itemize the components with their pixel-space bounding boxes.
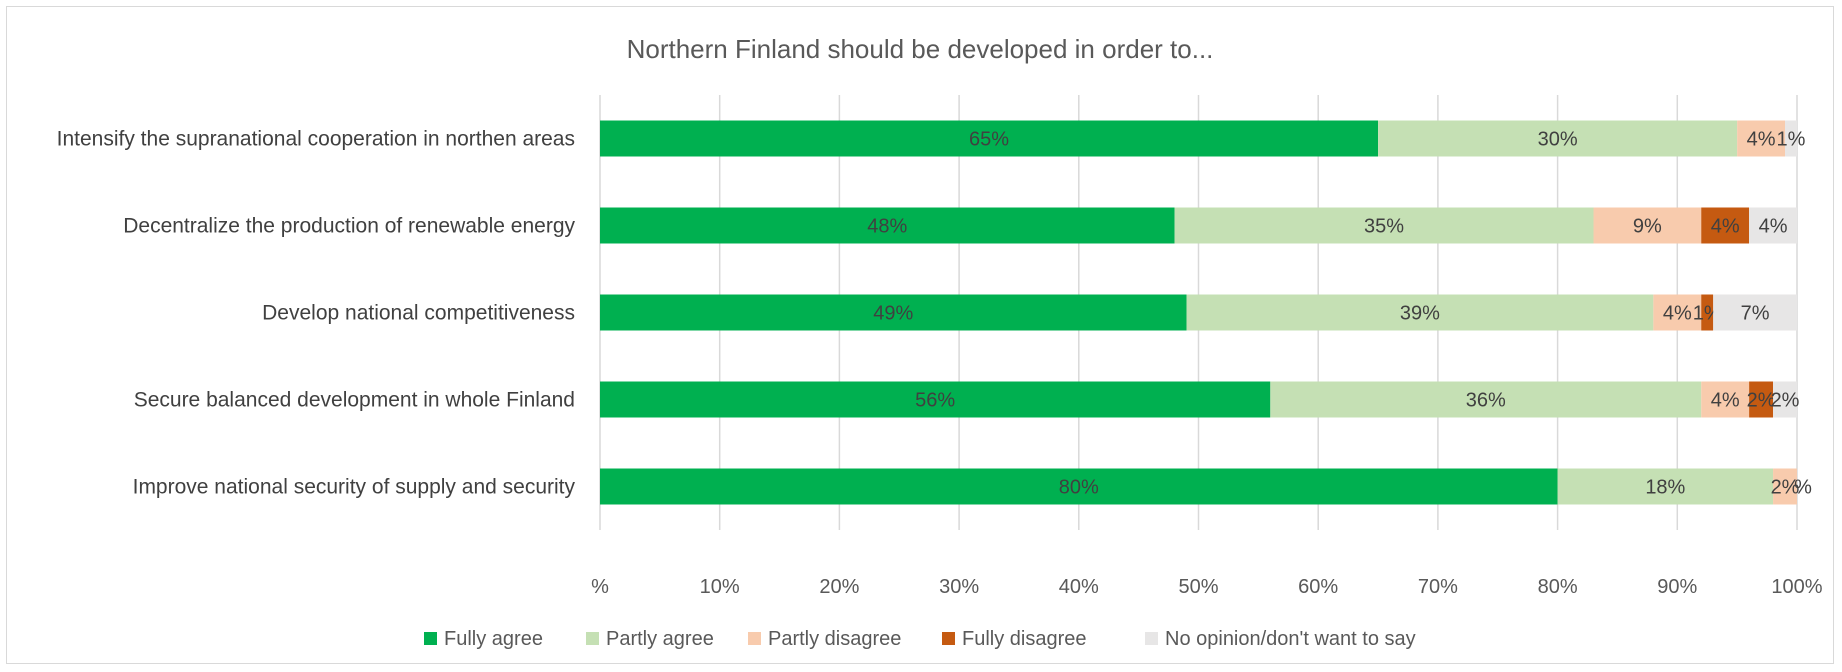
bar-segment [1593,207,1702,244]
legend-entry: Partly agree [606,628,714,650]
data-label: 36% [1466,390,1506,412]
bars: 65% 30% 4% 1%48% 35% 9% 4% 4%49% 39% 4% 1% 7%56% 36%… [600,120,1812,505]
data-label: 49% [873,303,913,325]
data-label: 4% [1759,216,1788,238]
bar-segment [600,381,1271,418]
category-label: Secure balanced development in whole Fin… [134,389,575,412]
data-label: 2% [1771,477,1800,499]
bar-segment [1378,120,1738,157]
data-label: 4% [1711,390,1740,412]
data-label: 4% [1747,129,1776,151]
x-tick-label: % [591,576,609,598]
bar-segment [1773,381,1797,418]
bar-segment [1701,207,1750,244]
legend-swatch [1145,632,1158,645]
bar-segment [1713,294,1797,331]
bar-segment [1186,294,1654,331]
category-label: Improve national security of supply and … [133,476,576,499]
legend-entry: No opinion/don't want to say [1165,628,1416,650]
category-label: Develop national competitiveness [262,302,575,325]
x-tick-label: 10% [700,576,740,598]
data-label: 48% [867,216,907,238]
data-label: 4% [1711,216,1740,238]
bar-segment [1701,381,1750,418]
x-tick-label: 40% [1059,576,1099,598]
legend-swatch [424,632,437,645]
bar-segment [1557,468,1774,505]
bar-segment [600,468,1558,505]
legend-swatch [586,632,599,645]
x-tick-label: 20% [819,576,859,598]
legend-entry: Fully agree [444,628,543,650]
x-tick-label: 90% [1657,576,1697,598]
data-label: 39% [1400,303,1440,325]
data-label: 2% [1747,390,1776,412]
category-label: Intensify the supranational cooperation … [57,128,575,151]
bar-segment [600,294,1187,331]
chart-title: Northern Finland should be developed in … [627,34,1214,64]
data-label: 2% [1771,390,1800,412]
data-label: 56% [915,390,955,412]
data-label: 4% [1663,303,1692,325]
data-label: 7% [1741,303,1770,325]
x-tick-label: 80% [1538,576,1578,598]
chart-frame [6,6,1834,664]
data-label: 65% [969,129,1009,151]
x-tick-label: 60% [1298,576,1338,598]
bar-segment [1749,207,1797,244]
bar-segment [1773,468,1797,505]
data-label: % [1794,477,1812,499]
bar-segment [600,120,1379,157]
x-tick-label: 50% [1178,576,1218,598]
category-labels: Intensify the supranational cooperation … [57,128,576,499]
x-tick-label: 30% [939,576,979,598]
data-label: 1% [1777,129,1806,151]
category-label: Decentralize the production of renewable… [123,215,575,238]
data-label: 18% [1645,477,1685,499]
x-tick-label: 100% [1771,576,1822,598]
bar-segment [1749,381,1774,418]
bar-segment [1653,294,1702,331]
x-tick-label: 70% [1418,576,1458,598]
bar-segment [600,207,1175,244]
legend-entry: Partly disagree [768,628,901,650]
legend-swatch [942,632,955,645]
legend-swatch [748,632,761,645]
legend: Fully agree Partly agree Partly disagree Fu… [424,628,1416,650]
bar-segment [1785,120,1797,157]
x-tick-labels: % 10% 20% 30% 40% 50% 60% 70% 80% 90% 100% [591,576,1823,598]
bar-segment [1737,120,1786,157]
bar-segment [1174,207,1594,244]
bar-segment [1701,294,1714,331]
data-label: 30% [1538,129,1578,151]
bar-segment [1270,381,1702,418]
data-label: 80% [1059,477,1099,499]
legend-entry: Fully disagree [962,628,1087,650]
data-label: 9% [1633,216,1662,238]
data-label: 35% [1364,216,1404,238]
